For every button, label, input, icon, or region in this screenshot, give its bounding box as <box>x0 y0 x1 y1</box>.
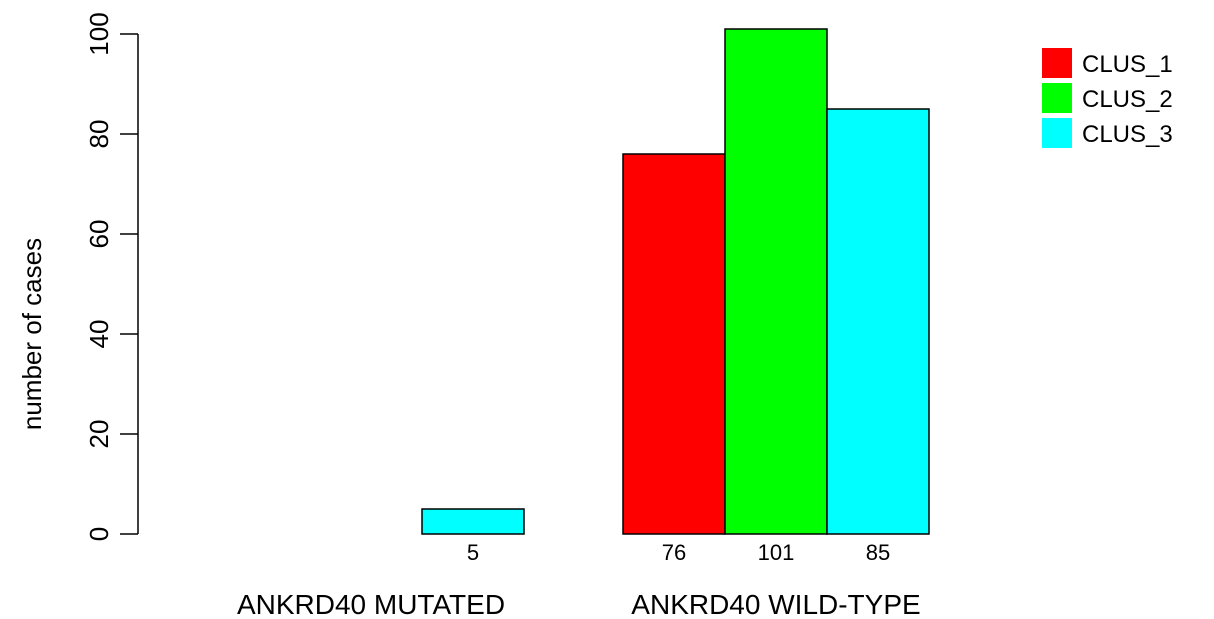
legend: CLUS_1 CLUS_2 CLUS_3 <box>1042 48 1173 148</box>
bar-value-label: 76 <box>662 540 686 565</box>
y-tick-label: 60 <box>84 220 114 249</box>
legend-swatch-clus-1 <box>1042 48 1072 78</box>
bar-value-label: 85 <box>866 540 890 565</box>
bar-clus-1-1 <box>622 153 726 535</box>
bar-value-labels: 5 76 101 85 <box>467 540 890 565</box>
legend-label: CLUS_1 <box>1082 51 1173 78</box>
y-axis-title: number of cases <box>17 238 47 430</box>
bar-clus-3-0 <box>421 508 525 535</box>
y-tick-label: 40 <box>84 320 114 349</box>
bar-clus-2-1 <box>724 28 828 535</box>
y-axis: 0 20 40 60 80 100 <box>84 12 139 541</box>
bar-value-label: 101 <box>758 540 795 565</box>
y-tick-label: 100 <box>84 12 114 55</box>
y-tick-label: 0 <box>84 527 114 541</box>
category-labels: ANKRD40 MUTATED ANKRD40 WILD-TYPE <box>237 589 921 619</box>
legend-label: CLUS_3 <box>1082 121 1173 148</box>
category-label: ANKRD40 MUTATED <box>237 589 505 619</box>
bar-clus-3-1 <box>826 108 930 535</box>
legend-swatch-clus-2 <box>1042 83 1072 113</box>
legend-label: CLUS_2 <box>1082 86 1173 113</box>
legend-swatch-clus-3 <box>1042 118 1072 148</box>
category-label: ANKRD40 WILD-TYPE <box>631 589 920 619</box>
bars <box>421 28 930 535</box>
bar-value-label: 5 <box>467 540 479 565</box>
y-tick-label: 80 <box>84 120 114 149</box>
y-tick-label: 20 <box>84 420 114 449</box>
